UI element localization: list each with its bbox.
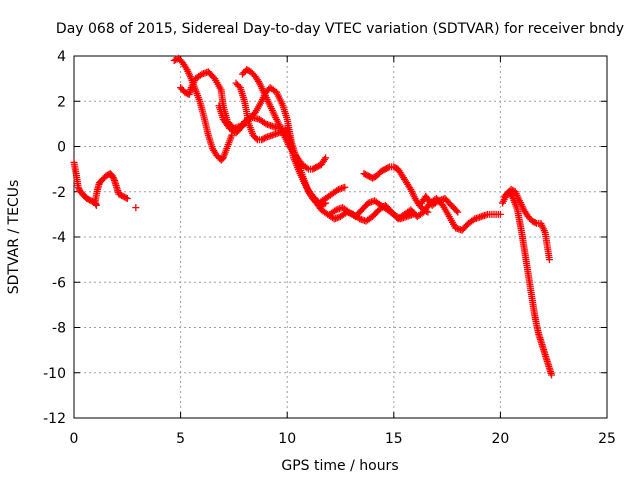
data-point — [75, 185, 83, 193]
y-tick-label: -6 — [52, 275, 66, 291]
data-point — [303, 164, 311, 172]
y-axis-label: SDTVAR / TECUs — [6, 180, 22, 295]
x-tick-label: 5 — [176, 431, 185, 447]
data-point — [531, 219, 539, 227]
data-point — [545, 256, 553, 264]
data-point — [122, 194, 130, 202]
x-tick-label: 15 — [385, 431, 403, 447]
series-seg5 — [177, 68, 291, 132]
y-tick-label: -4 — [52, 230, 66, 246]
data-point — [496, 210, 504, 218]
x-tick-label: 0 — [70, 431, 79, 447]
data-point — [123, 195, 131, 203]
y-tick-label: 2 — [57, 94, 66, 110]
series-seg4 — [170, 54, 236, 164]
data-point — [109, 173, 117, 181]
data-point — [341, 183, 349, 191]
x-tick-label: 25 — [598, 431, 616, 447]
data-point — [424, 208, 432, 216]
series-seg2 — [91, 170, 131, 205]
series-seg12 — [418, 192, 462, 216]
series-seg8 — [238, 66, 330, 173]
data-point — [260, 134, 268, 142]
x-axis-label: GPS time / hours — [281, 458, 398, 474]
series-seg14 — [501, 188, 556, 379]
data-point — [548, 371, 556, 379]
y-tick-label: -2 — [52, 185, 66, 201]
grid-layer — [74, 56, 607, 418]
y-tick-label: -10 — [43, 366, 66, 382]
data-point — [92, 201, 100, 209]
series-seg11 — [360, 163, 432, 216]
data-point — [454, 208, 462, 216]
data-point — [422, 207, 430, 215]
y-tick-label: -8 — [52, 321, 66, 337]
data-point — [452, 207, 460, 215]
series-seg10 — [326, 197, 417, 223]
data-point — [252, 134, 260, 142]
data-point — [409, 210, 417, 218]
y-tick-label: -12 — [43, 411, 66, 427]
data-point — [108, 172, 116, 180]
x-tick-label: 20 — [491, 431, 509, 447]
x-tick-label: 10 — [278, 431, 296, 447]
series-seg3 — [132, 204, 140, 212]
marks-layer — [70, 54, 556, 379]
data-point — [384, 164, 392, 172]
data-point — [322, 154, 330, 162]
y-tick-label: 0 — [57, 140, 66, 156]
series-seg7 — [232, 79, 349, 207]
chart-title: Day 068 of 2015, Sidereal Day-to-day VTE… — [56, 21, 624, 37]
data-point — [74, 183, 82, 191]
y-tick-label: 4 — [57, 49, 66, 65]
data-point — [132, 204, 140, 212]
data-point — [110, 175, 118, 183]
